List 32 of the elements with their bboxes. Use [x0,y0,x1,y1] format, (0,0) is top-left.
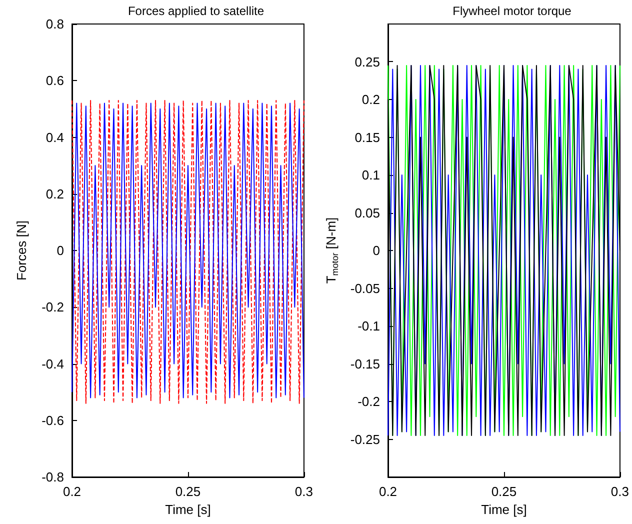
y-tick-label: 0.4 [46,130,64,145]
y-tick-label: -0.1 [358,318,380,334]
x-tick-label: 0.25 [491,484,517,499]
x-tick-label: 0.3 [294,484,314,499]
y-axis-title: Tmotor [N-m] [323,217,340,284]
y-tick-label: 0.2 [362,92,380,107]
x-axis-title: Time [s] [481,502,527,517]
y-tick-label: 0.6 [46,73,64,88]
chart-title: Forces applied to satellite [128,4,264,18]
x-tick-label: 0.2 [62,484,82,499]
x-tick-label: 0.25 [175,484,201,499]
y-tick-label: 0.8 [46,16,64,32]
y-tick-label: -0.2 [358,394,380,409]
y-tick-label: -0.25 [350,432,380,447]
y-tick-label: -0.4 [42,356,64,372]
y-tick-label: -0.6 [42,412,64,428]
y-tick-label: 0.25 [354,54,380,70]
y-tick-label: -0.8 [42,470,64,484]
y-tick-label: 0 [56,243,64,258]
y-tick-label: -0.05 [350,280,380,296]
x-tick-label: 0.3 [610,484,630,499]
y-axis-title: Forces [N] [14,220,29,280]
y-tick-label: 0.15 [354,130,380,145]
chart-title: Flywheel motor torque [452,4,572,18]
y-tick-label: 0.05 [354,205,380,220]
x-tick-label: 0.2 [378,484,398,499]
y-tick-label: -0.2 [42,300,64,315]
y-tick-label: -0.15 [350,356,380,372]
y-tick-label: 0 [372,243,380,258]
y-tick-label: 0.1 [362,168,380,182]
x-axis-title: Time [s] [165,502,211,517]
y-tick-label: 0.2 [46,186,64,202]
